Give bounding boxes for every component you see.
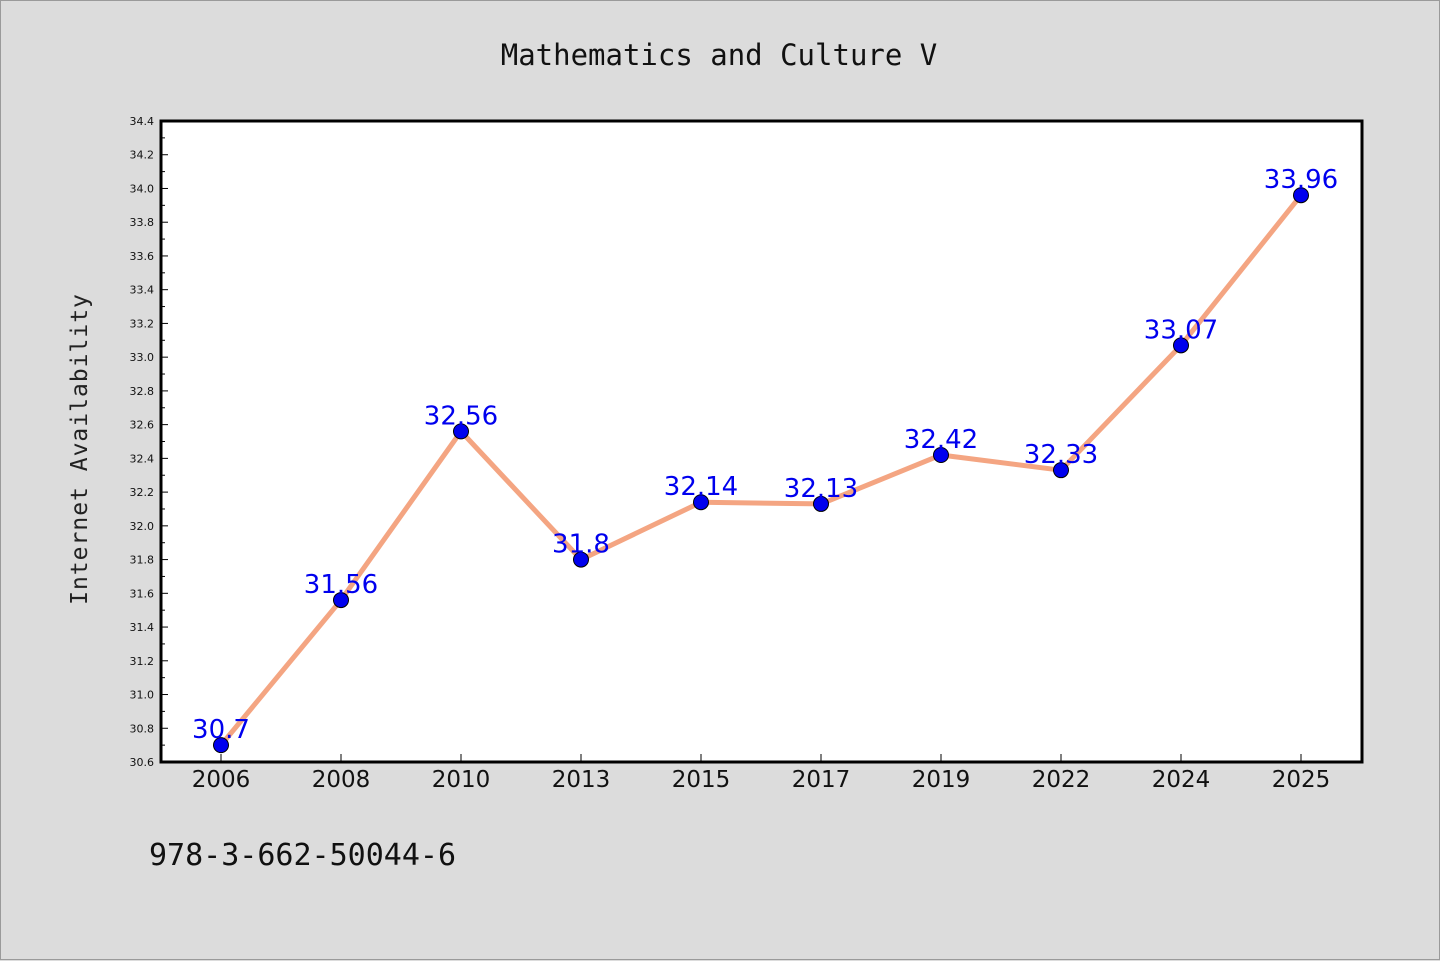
x-tick-label: 2008: [312, 767, 371, 793]
y-tick-label: 33.6: [130, 250, 155, 263]
plot-area: [159, 119, 1364, 764]
y-tick-label: 34.4: [130, 115, 155, 128]
data-point: [1293, 187, 1309, 204]
y-tick-label: 32.2: [130, 486, 155, 499]
y-tick-label: 30.6: [130, 756, 155, 769]
data-label: 33.07: [1144, 315, 1218, 345]
data-label: 32.42: [904, 425, 978, 455]
data-point: [933, 446, 949, 463]
data-label: 32.33: [1024, 440, 1098, 470]
x-tick-label: 2013: [552, 767, 611, 793]
x-tick-label: 2024: [1152, 767, 1211, 793]
x-tick-label: 2015: [672, 767, 731, 793]
y-tick-label: 31.6: [130, 587, 155, 600]
y-tick-label: 33.4: [130, 284, 155, 297]
data-point: [333, 592, 349, 609]
data-label: 33.96: [1264, 165, 1338, 195]
y-tick-label: 33.2: [130, 317, 155, 330]
y-tick-label: 34.2: [130, 149, 155, 162]
y-tick-label: 31.4: [130, 621, 155, 634]
x-tick-label: 2010: [432, 767, 491, 793]
y-tick-label: 31.2: [130, 655, 155, 668]
data-point: [1173, 337, 1189, 354]
x-tick-label: 2019: [912, 767, 971, 793]
data-label: 30.7: [192, 715, 250, 745]
y-tick-label: 33.0: [130, 351, 155, 364]
x-axis-ticks: 2006 2008 2010 2013 2015 2017 2019 2022 2024 2025: [192, 754, 1331, 793]
data-label: 32.56: [424, 401, 498, 431]
data-point: [573, 551, 589, 568]
data-point: [453, 423, 469, 440]
y-tick-label: 32.0: [130, 520, 155, 533]
y-tick-label: 30.8: [130, 722, 155, 735]
data-point: [1053, 462, 1069, 479]
data-label: 32.13: [784, 474, 858, 504]
y-axis-label: Internet Availability: [67, 293, 93, 605]
x-tick-label: 2022: [1032, 767, 1091, 793]
y-tick-label: 31.8: [130, 554, 155, 567]
x-tick-label: 2006: [192, 767, 251, 793]
series-group: 30.7 31.56 32.56 31.8 32.14 32.13 32.42 32.33 33…: [192, 165, 1338, 754]
series-line: [218, 192, 1304, 748]
chart-title: Mathematics and Culture V: [501, 38, 938, 72]
data-point: [813, 495, 829, 512]
y-tick-label: 32.8: [130, 385, 155, 398]
y-tick-label: 31.0: [130, 689, 155, 702]
data-label: 31.56: [304, 570, 378, 600]
y-tick-label: 32.6: [130, 419, 155, 432]
x-tick-label: 2025: [1272, 767, 1331, 793]
data-label: 32.14: [664, 472, 738, 502]
y-tick-label: 34.0: [130, 182, 155, 195]
x-tick-label: 2017: [792, 767, 851, 793]
data-label: 31.8: [552, 530, 610, 560]
y-tick-label: 32.4: [130, 452, 155, 465]
y-tick-label: 33.8: [130, 216, 155, 229]
data-point: [213, 737, 229, 754]
y-axis-ticks: 30.6 30.8 31.0 31.2 31.4 31.6 31.8 32.0 32.2 32.4…: [130, 115, 168, 769]
isbn-footer: 978-3-662-50044-6: [149, 838, 456, 873]
data-point: [693, 494, 709, 511]
